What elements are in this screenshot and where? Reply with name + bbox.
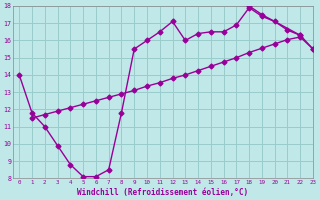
- X-axis label: Windchill (Refroidissement éolien,°C): Windchill (Refroidissement éolien,°C): [77, 188, 249, 197]
